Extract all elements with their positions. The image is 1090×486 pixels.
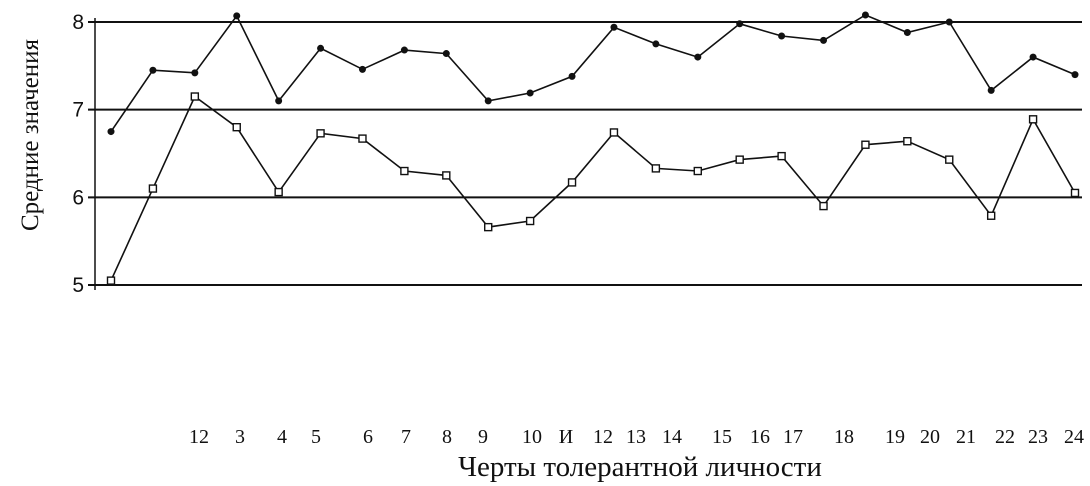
series-2-point: [442, 171, 451, 180]
series-markers: [106, 11, 1080, 285]
series-1-point: [400, 46, 408, 54]
x-tick-label: 14: [662, 426, 682, 448]
x-tick-label: 21: [956, 426, 976, 448]
series-2-point: [525, 216, 535, 226]
x-tick-label: 12: [189, 426, 209, 448]
y-tick-label: 5: [72, 274, 84, 297]
series-1-point: [945, 18, 953, 26]
x-tick-labels: 12 3 4 5 6 7 8 9 10 И 12 13 14 15 16 17 18 19 20 21 22 23 24: [189, 426, 1084, 448]
x-tick-label: 15: [712, 426, 732, 448]
series-1-point: [1071, 71, 1079, 79]
y-axis-label: Средние значения: [17, 38, 44, 231]
series-1-point: [736, 20, 744, 28]
series-1-point: [861, 11, 869, 19]
series-1-point: [358, 65, 366, 73]
series-1-point: [694, 53, 702, 61]
series-2-point: [1028, 115, 1038, 124]
x-tick-label: 17: [783, 426, 803, 448]
series-2-point: [400, 166, 409, 176]
series-2-point: [903, 137, 912, 146]
series-2-point: [651, 164, 661, 173]
y-tick-labels: 5 6 7 8: [72, 11, 84, 297]
series-2-point: [986, 211, 996, 220]
series-2-point: [358, 134, 367, 143]
series-1-point: [610, 23, 618, 31]
y-tick-label: 6: [72, 186, 84, 209]
series-1-point: [275, 97, 283, 105]
series-2-point: [190, 92, 200, 101]
y-tick-label: 7: [72, 99, 84, 122]
x-tick-label: 5: [311, 426, 321, 448]
series-1-point: [149, 66, 157, 74]
x-tick-label: 13: [626, 426, 646, 448]
series-1-point: [820, 36, 828, 44]
gridlines: [88, 21, 1082, 286]
x-tick-label: 8: [442, 426, 452, 448]
x-tick-label: 9: [478, 426, 488, 448]
x-tick-label: 23: [1028, 426, 1048, 448]
series-2-point: [777, 151, 786, 161]
series-2-point: [693, 166, 702, 176]
series-1-point: [526, 89, 534, 97]
series-1-point: [778, 32, 786, 40]
x-tick-label: 3: [235, 426, 245, 448]
series-2-point: [106, 276, 116, 285]
series-2-point: [148, 184, 158, 193]
series-2-point: [735, 155, 744, 164]
series-1-point: [987, 86, 995, 94]
series-1-point: [652, 40, 660, 48]
series-2-point: [316, 129, 325, 138]
x-tick-label: 24: [1064, 426, 1084, 448]
x-tick-label: 16: [750, 426, 770, 448]
series-2-point: [819, 201, 828, 211]
y-tick-label: 8: [72, 11, 84, 34]
x-tick-label: 18: [834, 426, 854, 448]
series-1-point: [1029, 53, 1037, 61]
series-2-point: [232, 122, 241, 132]
series-2-point: [861, 140, 870, 149]
series-1-point: [107, 128, 115, 136]
series-1-line: [110, 14, 1076, 133]
x-tick-label: 4: [277, 426, 287, 448]
series-1-point: [903, 29, 911, 37]
series-2-line: [110, 95, 1076, 281]
x-tick-label: 7: [401, 426, 411, 448]
series-1-point: [442, 50, 450, 58]
series-1-point: [317, 44, 325, 52]
series-2-point: [274, 187, 283, 197]
x-tick-label: 22: [995, 426, 1015, 448]
series-2-point: [1070, 188, 1080, 198]
x-tick-label: 12: [593, 426, 613, 448]
x-axis-label: Черты толерантной личности: [458, 451, 822, 483]
x-tick-label: 6: [363, 426, 373, 448]
series-2-point: [567, 178, 577, 187]
series-1-point: [484, 97, 492, 105]
series-1-point: [568, 72, 576, 80]
x-tick-label: 19: [885, 426, 905, 448]
series-1-point: [191, 69, 199, 77]
x-tick-label: И: [559, 426, 573, 448]
x-tick-label: 20: [920, 426, 940, 448]
series-1-point: [233, 12, 241, 20]
series-lines: [110, 14, 1076, 281]
x-tick-label: 10: [522, 426, 542, 448]
series-2-point: [484, 222, 493, 232]
series-2-point: [945, 155, 954, 164]
series-2-point: [609, 128, 619, 137]
